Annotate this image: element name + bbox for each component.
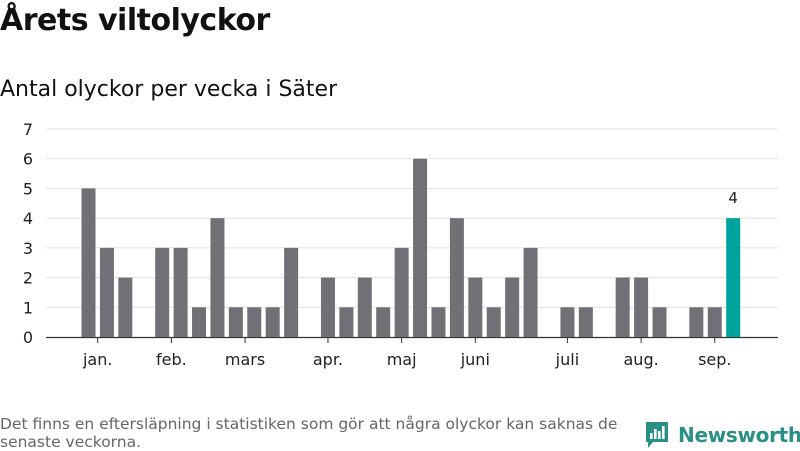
bar	[468, 277, 483, 337]
bar	[357, 277, 372, 337]
y-tick-label: 1	[23, 298, 33, 317]
chart-title: Årets viltolyckor	[0, 3, 270, 38]
chart-subtitle: Antal olyckor per vecka i Säter	[0, 77, 338, 102]
bar	[228, 307, 243, 337]
y-tick-label: 5	[23, 179, 33, 198]
x-tick-label: juni	[460, 350, 490, 369]
bar	[376, 307, 391, 337]
bar	[247, 307, 262, 337]
y-axis-ticks: 0 1 2 3 4 5 6 7	[23, 120, 33, 347]
bar	[284, 247, 299, 337]
bar	[413, 158, 428, 337]
bar-highlight	[726, 218, 741, 337]
bar	[560, 307, 575, 337]
bar	[394, 247, 409, 337]
bar	[320, 277, 335, 337]
x-tick-label: juli	[555, 350, 579, 369]
bar	[118, 277, 133, 337]
x-tick-label: sep.	[698, 350, 731, 369]
gridlines	[46, 128, 778, 339]
bar	[265, 307, 280, 337]
bar	[578, 307, 593, 337]
x-tick-label: aug.	[624, 350, 659, 369]
x-tick-label: apr.	[313, 350, 343, 369]
bar	[505, 277, 520, 337]
newsworthy-icon	[646, 422, 668, 448]
bar	[431, 307, 446, 337]
y-tick-label: 4	[23, 209, 33, 228]
bars	[81, 158, 741, 337]
bar	[339, 307, 354, 337]
y-tick-label: 6	[23, 150, 33, 169]
x-tick-label: maj	[387, 350, 417, 369]
bar	[634, 277, 649, 337]
bar	[210, 218, 225, 337]
bar	[81, 188, 96, 337]
newsworthy-logo: Newsworthy	[644, 420, 800, 450]
bar	[523, 247, 538, 337]
bar	[486, 307, 501, 337]
data-labels: 4	[728, 189, 738, 207]
footnote: Det finns en eftersläpning i statistiken…	[0, 415, 618, 451]
y-tick-label: 2	[23, 269, 33, 288]
x-axis-ticks: jan. feb. mars apr. maj juni juli aug. sep.	[82, 337, 731, 369]
bar	[99, 247, 114, 337]
x-tick-label: jan.	[82, 350, 112, 369]
y-tick-label: 3	[23, 239, 33, 258]
bar-chart: 0 1 2 3 4 5 6 7 4 jan. feb. mars apr. maj juni juli au…	[23, 120, 778, 369]
bar	[173, 247, 188, 337]
brand-name: Newsworthy	[678, 423, 800, 447]
bar	[707, 307, 722, 337]
x-tick-label: mars	[225, 350, 265, 369]
bar	[449, 218, 464, 337]
y-tick-label: 0	[23, 328, 33, 347]
bar	[689, 307, 704, 337]
y-tick-label: 7	[23, 120, 33, 139]
bar	[192, 307, 207, 337]
bar	[652, 307, 667, 337]
bar	[615, 277, 630, 337]
x-tick-label: feb.	[156, 350, 187, 369]
data-label: 4	[728, 189, 738, 207]
bar	[155, 247, 170, 337]
